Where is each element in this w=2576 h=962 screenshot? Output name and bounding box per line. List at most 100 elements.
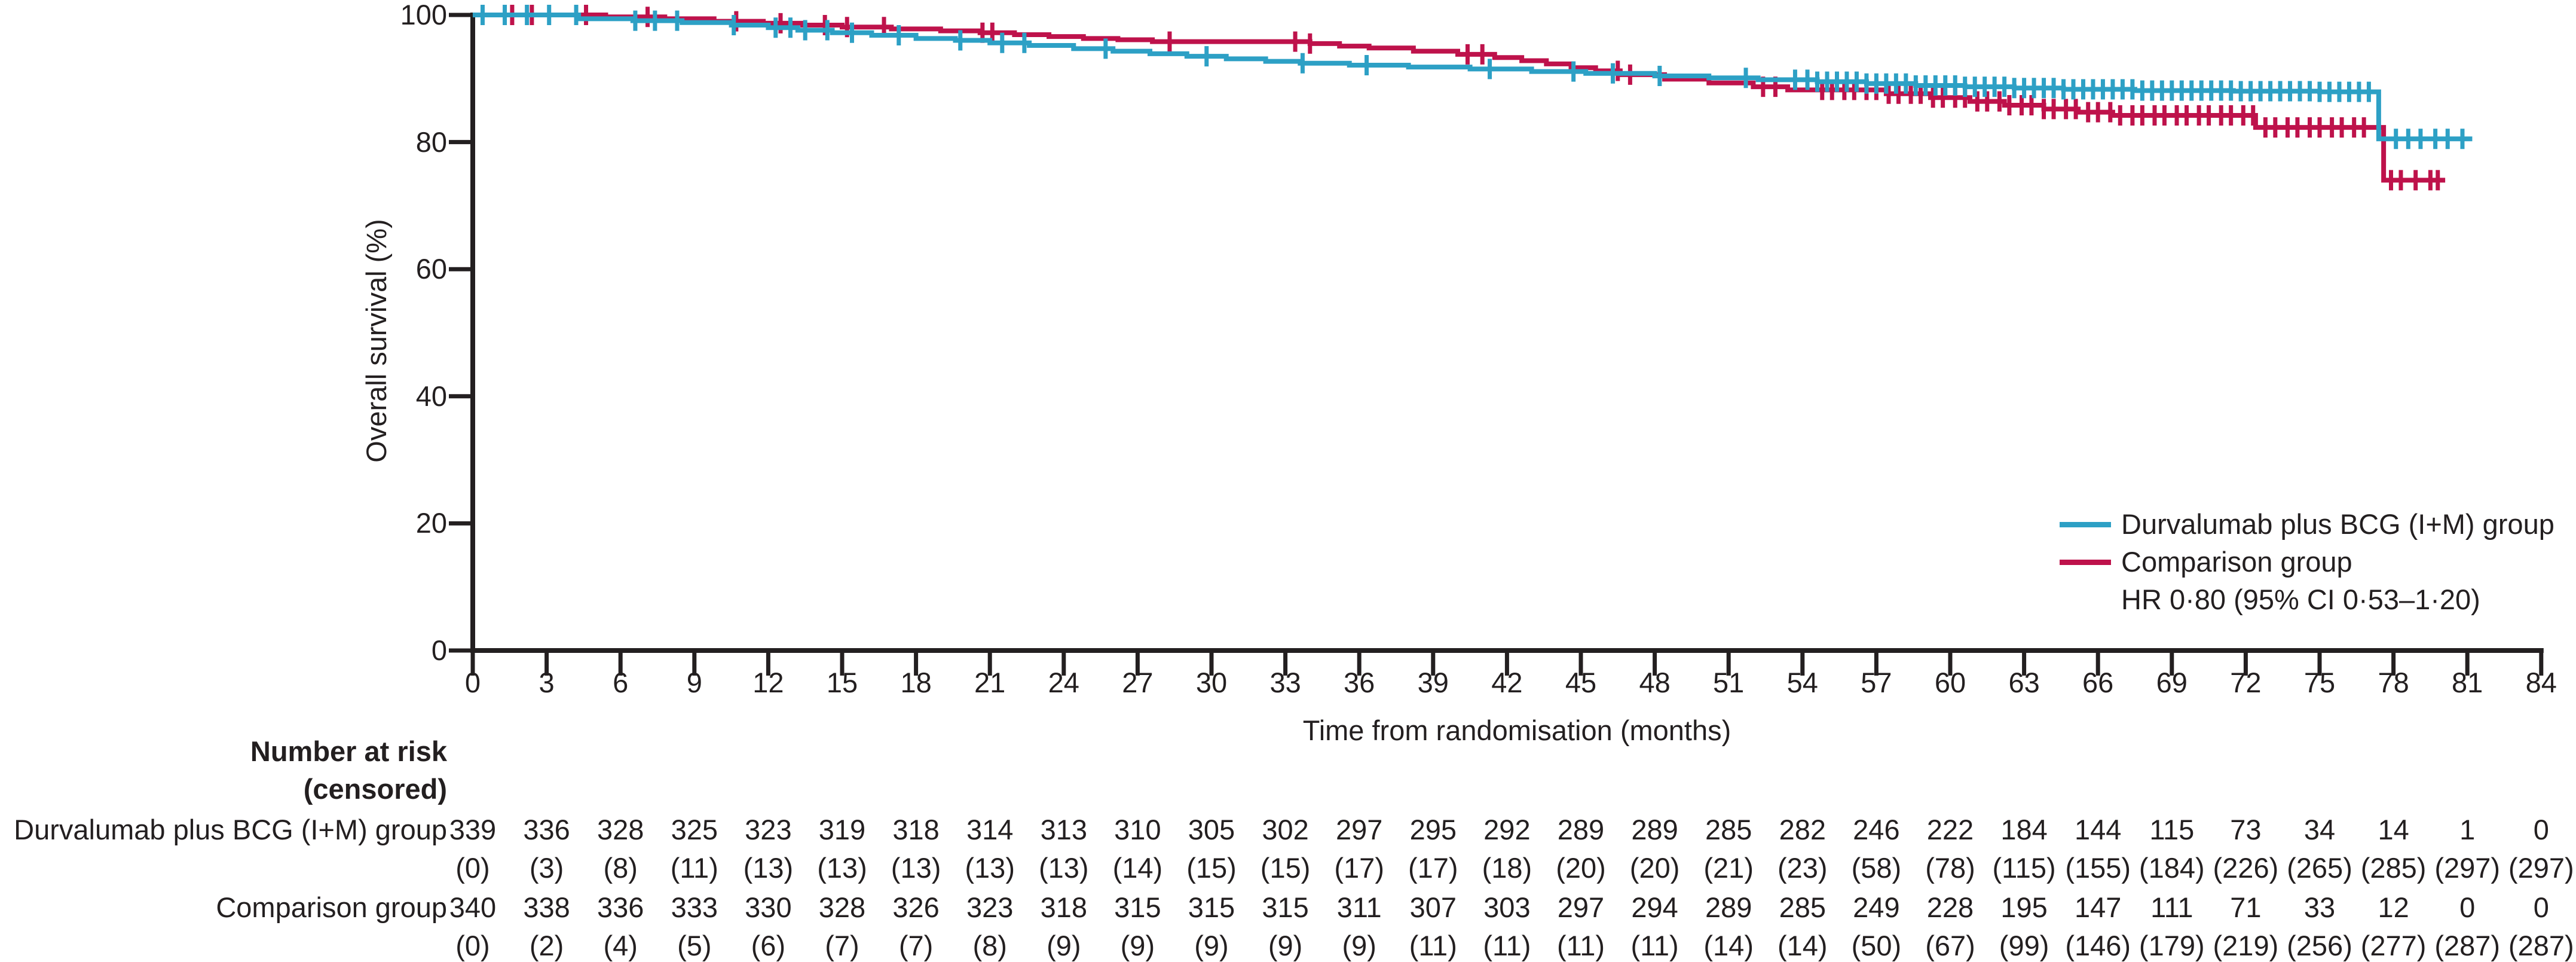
censored-cell: (297) bbox=[2508, 852, 2574, 884]
at-risk-cell: 0 bbox=[2533, 891, 2549, 923]
censored-cell: (15) bbox=[1260, 852, 1311, 884]
censored-cell: (18) bbox=[1482, 852, 1532, 884]
risk-table-header-line2: (censored) bbox=[303, 773, 447, 805]
at-risk-cell: 294 bbox=[1631, 891, 1678, 923]
x-tick-label-39: 39 bbox=[1417, 667, 1449, 698]
at-risk-cell: 222 bbox=[1926, 814, 1974, 845]
censored-cell: (20) bbox=[1629, 852, 1680, 884]
risk-row-label-durvalumab: Durvalumab plus BCG (I+M) group bbox=[14, 814, 447, 845]
at-risk-cell: 292 bbox=[1483, 814, 1531, 845]
censored-cell: (14) bbox=[1112, 852, 1163, 884]
x-tick-label-75: 75 bbox=[2303, 667, 2336, 698]
x-tick-label-81: 81 bbox=[2452, 667, 2483, 698]
at-risk-cell: 314 bbox=[966, 814, 1014, 845]
censored-cell: (11) bbox=[1483, 930, 1531, 961]
at-risk-cell: 289 bbox=[1705, 891, 1752, 923]
x-tick-label-0: 0 bbox=[464, 667, 481, 698]
censored-cell: (287) bbox=[2434, 930, 2501, 961]
censored-cell: (14) bbox=[1777, 930, 1828, 961]
at-risk-cell: 195 bbox=[2000, 891, 2048, 923]
y-tick-label-80: 80 bbox=[415, 126, 447, 158]
at-risk-cell: 318 bbox=[1040, 891, 1087, 923]
x-tick-label-24: 24 bbox=[1048, 667, 1079, 698]
at-risk-cell: 297 bbox=[1557, 891, 1605, 923]
at-risk-cell: 14 bbox=[2378, 814, 2409, 845]
censored-cell: (226) bbox=[2213, 852, 2279, 884]
censored-cell: (155) bbox=[2065, 852, 2131, 884]
x-tick-label-60: 60 bbox=[1934, 667, 1966, 698]
censored-cell: (179) bbox=[2138, 930, 2205, 961]
x-tick-label-12: 12 bbox=[752, 667, 784, 698]
censored-cell: (8) bbox=[603, 852, 638, 884]
risk-table-header-line1: Number at risk bbox=[250, 735, 447, 767]
at-risk-cell: 289 bbox=[1557, 814, 1605, 845]
legend-label-durvalumab: Durvalumab plus BCG (I+M) group bbox=[2121, 508, 2554, 540]
censored-cell: (219) bbox=[2213, 930, 2279, 961]
at-risk-cell: 115 bbox=[2149, 814, 2195, 845]
km-curve-durvalumab bbox=[473, 13, 2473, 142]
x-tick-label-66: 66 bbox=[2082, 667, 2114, 698]
censored-cell: (9) bbox=[1342, 930, 1376, 961]
censored-cell: (184) bbox=[2138, 852, 2205, 884]
censored-cell: (50) bbox=[1851, 930, 1902, 961]
at-risk-cell: 323 bbox=[966, 891, 1014, 923]
at-risk-cell: 12 bbox=[2378, 891, 2409, 923]
censored-cell: (0) bbox=[455, 930, 490, 961]
x-tick-label-54: 54 bbox=[1786, 667, 1818, 698]
censored-cell: (13) bbox=[1039, 852, 1089, 884]
x-axis-title: Time from randomisation (months) bbox=[1302, 714, 1731, 746]
x-tick-label-72: 72 bbox=[2230, 667, 2262, 698]
at-risk-cell: 71 bbox=[2230, 891, 2262, 923]
censored-cell: (115) bbox=[1992, 852, 2056, 884]
censored-cell: (11) bbox=[670, 852, 718, 884]
y-tick-label-40: 40 bbox=[415, 380, 447, 412]
censored-cell: (13) bbox=[817, 852, 867, 884]
x-tick-label-42: 42 bbox=[1491, 667, 1523, 698]
at-risk-cell: 285 bbox=[1779, 891, 1826, 923]
censor-marks-durvalumab bbox=[480, 5, 2465, 149]
at-risk-cell: 302 bbox=[1262, 814, 1309, 845]
at-risk-cell: 295 bbox=[1409, 814, 1457, 845]
at-risk-cell: 147 bbox=[2074, 891, 2122, 923]
at-risk-cell: 285 bbox=[1705, 814, 1752, 845]
x-tick-label-15: 15 bbox=[826, 667, 858, 698]
at-risk-cell: 246 bbox=[1853, 814, 1900, 845]
censored-cell: (2) bbox=[529, 930, 564, 961]
censored-cell: (146) bbox=[2065, 930, 2131, 961]
x-tick-label-45: 45 bbox=[1565, 667, 1597, 698]
censored-cell: (4) bbox=[603, 930, 638, 961]
at-risk-cell: 303 bbox=[1483, 891, 1531, 923]
censored-cell: (17) bbox=[1334, 852, 1384, 884]
x-tick-label-3: 3 bbox=[539, 667, 555, 698]
at-risk-cell: 0 bbox=[2533, 814, 2549, 845]
censored-cell: (17) bbox=[1408, 852, 1458, 884]
x-tick-label-78: 78 bbox=[2378, 667, 2409, 698]
x-tick-label-36: 36 bbox=[1344, 667, 1375, 698]
y-axis-title: Overall survival (%) bbox=[360, 219, 392, 463]
at-risk-cell: 319 bbox=[818, 814, 866, 845]
censored-cell: (78) bbox=[1925, 852, 1975, 884]
at-risk-cell: 325 bbox=[671, 814, 718, 845]
censored-cell: (256) bbox=[2287, 930, 2352, 961]
at-risk-cell: 328 bbox=[818, 891, 866, 923]
at-risk-cell: 318 bbox=[892, 814, 940, 845]
at-risk-cell: 310 bbox=[1114, 814, 1161, 845]
at-risk-cell: 313 bbox=[1040, 814, 1087, 845]
censored-cell: (21) bbox=[1703, 852, 1754, 884]
at-risk-cell: 144 bbox=[2074, 814, 2122, 845]
x-tick-label-9: 9 bbox=[686, 667, 702, 698]
censored-cell: (9) bbox=[1268, 930, 1303, 961]
censored-cell: (7) bbox=[898, 930, 934, 961]
x-tick-label-6: 6 bbox=[613, 667, 629, 698]
censored-cell: (3) bbox=[529, 852, 564, 884]
x-tick-label-63: 63 bbox=[2008, 667, 2040, 698]
at-risk-cell: 307 bbox=[1409, 891, 1457, 923]
legend-swatch-comparison bbox=[2060, 560, 2111, 565]
at-risk-cell: 315 bbox=[1188, 891, 1235, 923]
risk-row-label-comparison: Comparison group bbox=[216, 891, 447, 923]
at-risk-cell: 289 bbox=[1631, 814, 1678, 845]
y-tick-label-100: 100 bbox=[400, 0, 447, 30]
x-tick-label-21: 21 bbox=[974, 667, 1006, 698]
censored-cell: (0) bbox=[455, 852, 490, 884]
